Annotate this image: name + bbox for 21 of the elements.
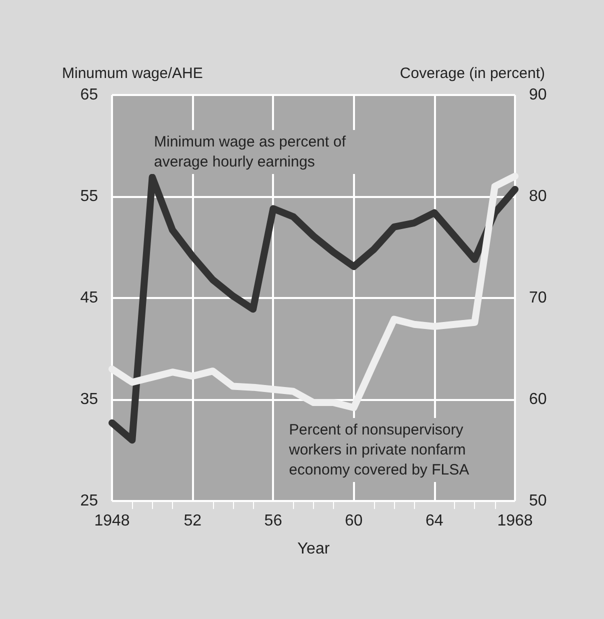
x-axis-title: Year xyxy=(297,540,330,558)
y-tick-label: 45 xyxy=(80,290,98,306)
y2-tick-label: 90 xyxy=(529,86,547,104)
annotation: Percent of nonsupervisory workers in private nonfarm economy covered by FLSA xyxy=(288,422,470,478)
y2-tick-label: 70 xyxy=(529,290,547,306)
y-tick-label: 65 xyxy=(80,86,98,104)
y2-tick-label: 50 xyxy=(529,492,547,510)
y2-tick-label: 60 xyxy=(529,391,547,408)
x-tick-label: 1948 xyxy=(94,512,130,530)
x-tick-label: 60 xyxy=(344,512,363,530)
y-tick-label: 55 xyxy=(80,188,98,205)
y-axis-title: Minumum wage/AHE xyxy=(62,65,203,82)
x-tick-label: 64 xyxy=(426,512,444,530)
x-tick-label: 52 xyxy=(184,512,202,530)
y2-axis-title: Coverage (in percent) xyxy=(400,65,545,82)
x-tick-label: 56 xyxy=(264,512,282,530)
annotation: Minimum wage as percent of average hourly earnings xyxy=(154,134,350,170)
y-tick-label: 35 xyxy=(80,391,98,408)
x-tick-label: 1968 xyxy=(497,512,533,530)
y-tick-label: 25 xyxy=(80,492,98,510)
y2-tick-label: 80 xyxy=(529,188,547,205)
